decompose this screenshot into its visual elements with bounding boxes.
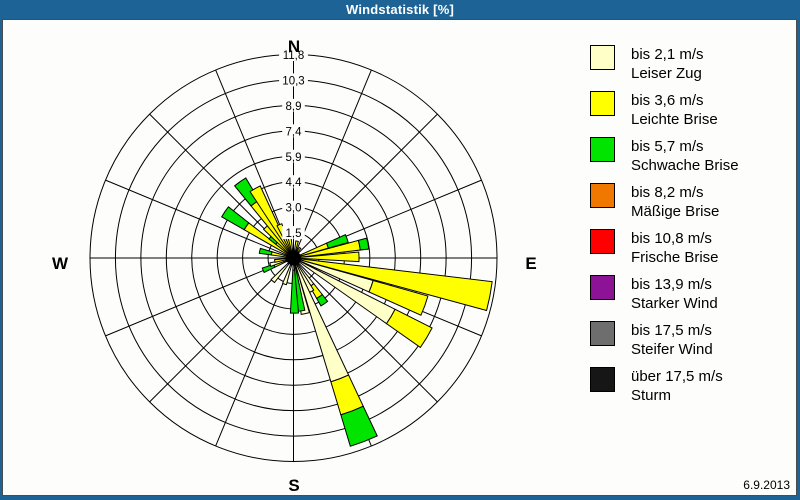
- petal-222-leiser: [270, 257, 294, 284]
- ring-label-5,9: 5,9: [286, 152, 302, 164]
- compass-label-west: W: [52, 254, 69, 273]
- legend-item: bis 8,2 m/s Mäßige Brise: [590, 183, 790, 222]
- legend-class-name: Leiser Zug: [631, 65, 702, 82]
- petal-79-schwache: [357, 237, 370, 251]
- legend-class-name: Sturm: [631, 387, 672, 404]
- petal-304-schwache: [220, 206, 250, 231]
- title-bar[interactable]: Windstatistik [%]: [0, 0, 800, 19]
- petal-146-schwache: [315, 293, 329, 307]
- compass-label-south: S: [288, 476, 299, 495]
- legend-swatch: [590, 321, 615, 346]
- legend-swatch: [590, 91, 615, 116]
- legend-speed: bis 13,9 m/s: [631, 276, 712, 293]
- legend-item: bis 5,7 m/s Schwache Brise: [590, 137, 790, 176]
- ring-label-11,8: 11,8: [283, 50, 305, 62]
- compass-label-east: E: [525, 254, 536, 273]
- legend-speed: bis 3,6 m/s: [631, 92, 704, 109]
- legend-speed: bis 17,5 m/s: [631, 322, 712, 339]
- legend-speed: bis 5,7 m/s: [631, 138, 704, 155]
- ring-label-10,3: 10,3: [282, 75, 304, 87]
- legend-class-name: Schwache Brise: [631, 157, 739, 174]
- legend-class-name: Frische Brise: [631, 249, 719, 266]
- petal-110-leichte: [368, 279, 429, 316]
- legend-swatch: [590, 367, 615, 392]
- petal-337-leichte: [276, 223, 294, 259]
- date-label: 6.9.2013: [743, 478, 790, 492]
- petal-159-schwache: [340, 405, 378, 447]
- legend-swatch: [590, 275, 615, 300]
- compass-label-north: N: [288, 37, 300, 56]
- legend-swatch: [590, 183, 615, 208]
- ring-label-1,5: 1,5: [286, 228, 302, 240]
- legend-class-name: Steifer Wind: [631, 341, 713, 358]
- ring-label-3,0: 3,0: [286, 203, 302, 215]
- radial-axis-labels: 1,5 3,0 4,4 5,9 7,4 8,9 10,3 11,8: [279, 48, 308, 240]
- ring-label-7,4: 7,4: [286, 126, 303, 138]
- legend-item: bis 10,8 m/s Frische Brise: [590, 229, 790, 268]
- legend-item: über 17,5 m/s Sturm: [590, 367, 790, 406]
- ring-label-8,9: 8,9: [286, 101, 302, 113]
- legend-class-name: Starker Wind: [631, 295, 718, 312]
- legend-class-name: Mäßige Brise: [631, 203, 720, 220]
- wind-petals: [220, 177, 493, 447]
- legend: bis 2,1 m/s Leiser Zug bis 3,6 m/s Leichte …: [590, 45, 790, 413]
- legend-speed: bis 10,8 m/s: [631, 230, 712, 247]
- legend-item: bis 17,5 m/s Steifer Wind: [590, 321, 790, 360]
- petal-121-leichte: [385, 308, 433, 349]
- legend-item: bis 2,1 m/s Leiser Zug: [590, 45, 790, 84]
- legend-speed: über 17,5 m/s: [631, 368, 723, 385]
- legend-swatch: [590, 229, 615, 254]
- legend-item: bis 13,9 m/s Starker Wind: [590, 275, 790, 314]
- legend-swatch: [590, 45, 615, 70]
- legend-item: bis 3,6 m/s Leichte Brise: [590, 91, 790, 130]
- ring-label-4,4: 4,4: [286, 177, 303, 189]
- legend-class-name: Leichte Brise: [631, 111, 718, 128]
- petal-168-leiser: [293, 257, 311, 315]
- legend-swatch: [590, 137, 615, 162]
- petal-179-schwache: [289, 269, 300, 314]
- legend-speed: bis 8,2 m/s: [631, 184, 704, 201]
- window-title: Windstatistik [%]: [345, 2, 454, 17]
- petal-282-schwache: [258, 247, 273, 256]
- petal-331-leichte: [249, 185, 294, 259]
- legend-speed: bis 2,1 m/s: [631, 46, 704, 63]
